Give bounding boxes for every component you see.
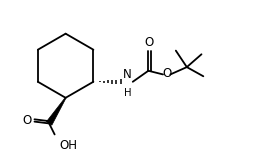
Text: N: N <box>123 68 132 81</box>
Text: O: O <box>23 114 32 127</box>
Text: H: H <box>123 88 131 98</box>
Polygon shape <box>46 98 66 125</box>
Text: OH: OH <box>59 139 77 152</box>
Text: O: O <box>145 36 154 49</box>
Text: O: O <box>162 67 171 80</box>
